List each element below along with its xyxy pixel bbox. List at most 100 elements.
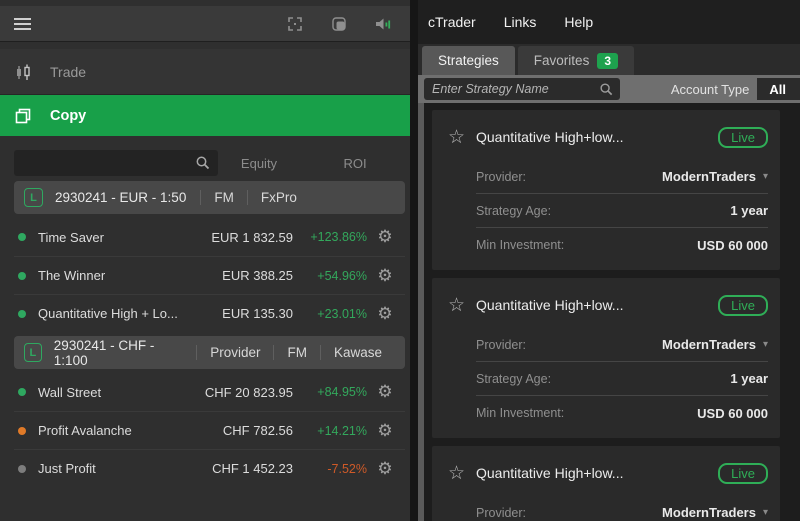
favorite-star-icon[interactable]: ☆ [448, 126, 466, 148]
strategy-card[interactable]: ☆ Quantitative High+low... Live Provider… [432, 110, 780, 270]
account-tag: FxPro [246, 190, 310, 205]
account-label: 2930241 - EUR - 1:50 [55, 190, 187, 205]
account-label: 2930241 - CHF - 1:100 [53, 337, 155, 368]
provider-label: Provider: [476, 337, 527, 352]
layout-windows-icon[interactable] [330, 15, 348, 33]
account-header-chf[interactable]: L 2930241 - CHF - 1:100 Provider FM Kawa… [14, 336, 405, 369]
tab-favorites[interactable]: Favorites 3 [517, 46, 635, 75]
account-header-eur[interactable]: L 2930241 - EUR - 1:50 FM FxPro [14, 181, 405, 214]
provider-value[interactable]: ModernTraders [662, 505, 756, 520]
chevron-down-icon[interactable]: ▾ [762, 339, 768, 350]
tab-strategies[interactable]: Strategies [422, 46, 515, 75]
gear-icon[interactable]: ⚙ [377, 265, 393, 285]
menu-ctrader[interactable]: cTrader [428, 14, 476, 30]
fullscreen-icon[interactable] [286, 15, 304, 33]
strategy-name-search [424, 78, 620, 100]
strategy-row[interactable]: Wall Street CHF 20 823.95 +84.95% ⚙ [14, 373, 405, 411]
live-account-badge: L [24, 188, 43, 207]
live-status-badge: Live [718, 294, 768, 316]
gear-icon[interactable]: ⚙ [377, 382, 393, 401]
account-tag: FM [273, 345, 320, 360]
gear-icon[interactable]: ⚙ [377, 227, 393, 246]
copy-icon [14, 107, 34, 125]
favorite-star-icon[interactable]: ☆ [448, 294, 466, 316]
live-status-badge: Live [718, 462, 768, 484]
account-type-dropdown[interactable]: All [757, 78, 800, 100]
strategy-age-field: Strategy Age: 1 year [476, 362, 768, 396]
strategy-row[interactable]: Quantitative High + Lo... EUR 135.30 +23… [14, 294, 405, 332]
strategy-name: Quantitative High + Lo... [38, 306, 178, 321]
strategy-roi: +23.01% [317, 306, 367, 321]
left-nav: Trade Copy [0, 49, 410, 136]
scrollbar[interactable] [418, 103, 424, 521]
strategy-equity: CHF 1 452.23 [212, 461, 293, 476]
nav-item-trade[interactable]: Trade [0, 49, 410, 95]
strategies-filterbar: Account Type All [418, 75, 800, 103]
gear-icon[interactable]: ⚙ [377, 420, 393, 440]
strategies-panel: cTrader Links Help Strategies Favorites … [418, 0, 800, 521]
strategy-row[interactable]: Profit Avalanche CHF 782.56 +14.21% ⚙ [14, 411, 405, 449]
strategy-row[interactable]: The Winner EUR 388.25 +54.96% ⚙ [14, 256, 405, 294]
strategy-row[interactable]: Just Profit CHF 1 452.23 -7.52% ⚙ [14, 449, 405, 487]
strategies-tabbar: Strategies Favorites 3 [418, 44, 800, 75]
chevron-down-icon[interactable]: ▾ [762, 507, 768, 518]
search-icon [600, 83, 613, 96]
strategy-equity: CHF 20 823.95 [204, 384, 293, 400]
strategy-name-input[interactable] [424, 78, 620, 100]
menu-help[interactable]: Help [564, 14, 594, 30]
strategy-equity: EUR 135.30 [222, 306, 293, 321]
strategy-row[interactable]: Time Saver EUR 1 832.59 +123.86% ⚙ [14, 218, 405, 256]
strategy-name: Wall Street [38, 384, 102, 400]
nav-item-copy[interactable]: Copy [0, 95, 410, 136]
strategy-search-input[interactable] [14, 150, 218, 176]
sound-icon[interactable] [374, 15, 392, 33]
strategy-card-title: Quantitative High+low... [476, 297, 624, 313]
gear-icon[interactable]: ⚙ [377, 458, 393, 478]
left-panel: Trade Copy [0, 0, 410, 521]
nav-trade-label: Trade [50, 63, 87, 80]
strategy-rows-eur: Time Saver EUR 1 832.59 +123.86% ⚙ The W… [14, 218, 410, 332]
account-tag: Kawase [319, 345, 395, 360]
strategy-rows-chf: Wall Street CHF 20 823.95 +84.95% ⚙ Prof… [14, 373, 410, 487]
strategy-roi: +54.96% [317, 268, 367, 283]
status-dot-gray [18, 464, 26, 473]
strategy-name: Just Profit [38, 461, 96, 476]
min-investment-field: Min Investment: USD 60 000 [476, 396, 768, 430]
strategy-roi: +14.21% [317, 423, 367, 438]
column-header-roi: ROI [343, 155, 367, 171]
provider-label: Provider: [476, 169, 527, 184]
min-investment-value: USD 60 000 [697, 237, 768, 253]
strategy-equity: EUR 1 832.59 [211, 229, 293, 245]
menu-links[interactable]: Links [503, 14, 537, 30]
strategy-roi: -7.52% [327, 461, 367, 476]
left-topbar [0, 6, 410, 42]
favorite-star-icon[interactable]: ☆ [448, 462, 466, 484]
provider-value[interactable]: ModernTraders [662, 337, 756, 352]
min-investment-field: Min Investment: USD 60 000 [476, 228, 768, 262]
strategy-card[interactable]: ☆ Quantitative High+low... Live Provider… [432, 446, 780, 521]
strategy-equity: CHF 782.56 [222, 423, 293, 438]
strategy-equity: EUR 388.25 [222, 268, 293, 283]
strategy-roi: +84.95% [317, 385, 367, 399]
status-dot-green [18, 309, 26, 318]
strategy-card-title: Quantitative High+low... [476, 129, 624, 145]
strategy-age-label: Strategy Age: [476, 371, 552, 386]
hamburger-menu-icon[interactable] [14, 17, 31, 30]
status-dot-green [18, 271, 26, 280]
strategy-card[interactable]: ☆ Quantitative High+low... Live Provider… [432, 278, 780, 438]
strategy-age-label: Strategy Age: [476, 203, 552, 218]
provider-field: Provider: ModernTraders ▾ [476, 160, 768, 194]
gear-icon[interactable]: ⚙ [377, 303, 393, 323]
chevron-down-icon[interactable]: ▾ [762, 171, 768, 182]
tab-strategies-label: Strategies [438, 53, 499, 68]
provider-value[interactable]: ModernTraders [662, 169, 756, 184]
favorites-count-badge: 3 [597, 52, 619, 69]
column-header-equity: Equity [240, 155, 278, 171]
account-type-label: Account Type [670, 81, 750, 97]
account-type-filter: Account Type All [671, 78, 800, 100]
strategy-age-value: 1 year [730, 371, 768, 386]
strategy-name: The Winner [38, 268, 106, 283]
list-header: Equity ROI [14, 150, 410, 176]
copy-accounts-list: Equity ROI L 2930241 - EUR - 1:50 FM FxP… [0, 136, 410, 487]
